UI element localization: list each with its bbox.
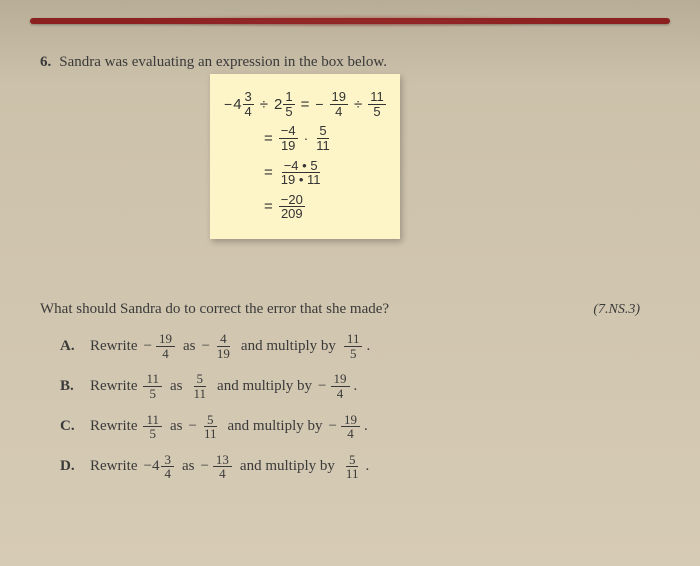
answer-choices: A. Rewrite − 194 as − 419 and multiply b… [40,332,660,481]
choice-letter: C. [60,418,82,435]
numerator: 5 [204,413,217,428]
choice-text: as [170,418,183,435]
neg-sign: − [315,96,323,112]
choice-d[interactable]: D. Rewrite − 4 34 as − 134 and multiply … [60,453,660,481]
numerator: 19 [330,90,348,105]
denominator: 4 [243,105,254,119]
worksheet-page: 6. Sandra was evaluating an expression i… [0,0,700,566]
denominator: 4 [334,387,347,401]
followup-question: What should Sandra do to correct the err… [40,301,660,318]
numerator: 5 [346,453,359,468]
choice-text: and multiply by [240,458,335,475]
denominator: 19 [279,139,297,153]
denominator: 5 [147,427,160,441]
denominator: 4 [344,427,357,441]
neg-sign: − [200,458,208,475]
whole-part: 4 [152,458,160,475]
choice-text: as [182,458,195,475]
neg-sign: − [318,378,326,395]
denominator: 11 [191,387,210,401]
choice-c[interactable]: C. Rewrite 115 as − 511 and multiply by … [60,413,660,441]
neg-sign: − [189,418,197,435]
numerator: 19 [331,372,350,387]
numerator: 11 [143,413,162,428]
choice-a[interactable]: A. Rewrite − 194 as − 419 and multiply b… [60,332,660,360]
numerator: 3 [243,90,254,105]
numerator: 19 [156,332,175,347]
question-prompt: 6. Sandra was evaluating an expression i… [40,54,660,71]
divide-sign: ÷ [354,96,362,113]
denominator: 4 [333,105,344,119]
choice-text: and multiply by [241,338,336,355]
work-line-4: = −20 209 [224,193,386,221]
denominator: 4 [216,467,229,481]
denominator: 209 [279,207,305,221]
work-line-3: = −4 • 5 19 • 11 [224,159,386,187]
denominator: 11 [314,139,332,153]
neg-sign: − [329,418,337,435]
spiral-binding [30,18,670,24]
neg-sign: − [143,338,151,355]
numerator: 1 [283,90,294,105]
numerator: 4 [217,332,230,347]
numerator: 11 [143,372,162,387]
neg-sign: − [201,338,209,355]
denominator: 19 [214,347,233,361]
choice-text: Rewrite [90,338,137,355]
equals-sign: = [264,164,273,181]
choice-text: Rewrite [90,458,137,475]
choice-text: Rewrite [90,418,137,435]
denominator: 4 [161,467,174,481]
denominator: 5 [283,105,294,119]
choice-text: . [364,418,368,435]
numerator: 5 [317,124,328,139]
choice-letter: D. [60,458,82,475]
divide-sign: ÷ [260,96,268,113]
denominator: 11 [343,467,362,481]
sticky-note: − 4 3 4 ÷ 2 1 5 = − 19 4 ÷ [210,74,400,239]
denominator: 19 • 11 [279,173,323,187]
numerator: −20 [279,193,305,208]
dot-operator: · [304,130,309,146]
denominator: 5 [347,347,360,361]
whole-part: 4 [233,96,241,113]
choice-text: as [183,338,196,355]
choice-text: and multiply by [228,418,323,435]
equals-sign: = [264,130,273,147]
choice-letter: A. [60,338,82,355]
numerator: 11 [344,332,363,347]
numerator: −4 [279,124,298,139]
choice-text: . [366,338,370,355]
work-line-1: − 4 3 4 ÷ 2 1 5 = − 19 4 ÷ [224,90,386,118]
choice-text: Rewrite [90,378,137,395]
choice-text: . [354,378,358,395]
equals-sign: = [264,198,273,215]
numerator: 11 [368,90,386,105]
denominator: 11 [201,427,220,441]
followup-text: What should Sandra do to correct the err… [40,301,389,318]
denominator: 5 [147,387,160,401]
choice-text: as [170,378,183,395]
choice-letter: B. [60,378,82,395]
choice-text: . [365,458,369,475]
neg-sign: − [224,96,232,112]
equals-sign: = [301,96,310,113]
numerator: 13 [213,453,232,468]
choice-text: and multiply by [217,378,312,395]
numerator: 19 [341,413,360,428]
neg-sign: − [143,458,151,475]
numerator: 3 [161,453,174,468]
question-number: 6. [40,54,51,71]
question-text: Sandra was evaluating an expression in t… [59,54,387,71]
choice-b[interactable]: B. Rewrite 115 as 511 and multiply by − … [60,372,660,400]
whole-part: 2 [274,96,282,113]
denominator: 4 [159,347,172,361]
numerator: 5 [194,372,207,387]
numerator: −4 • 5 [282,159,320,174]
denominator: 5 [371,105,382,119]
standard-code: (7.NS.3) [593,302,640,318]
work-line-2: = −4 19 · 5 11 [224,124,386,152]
